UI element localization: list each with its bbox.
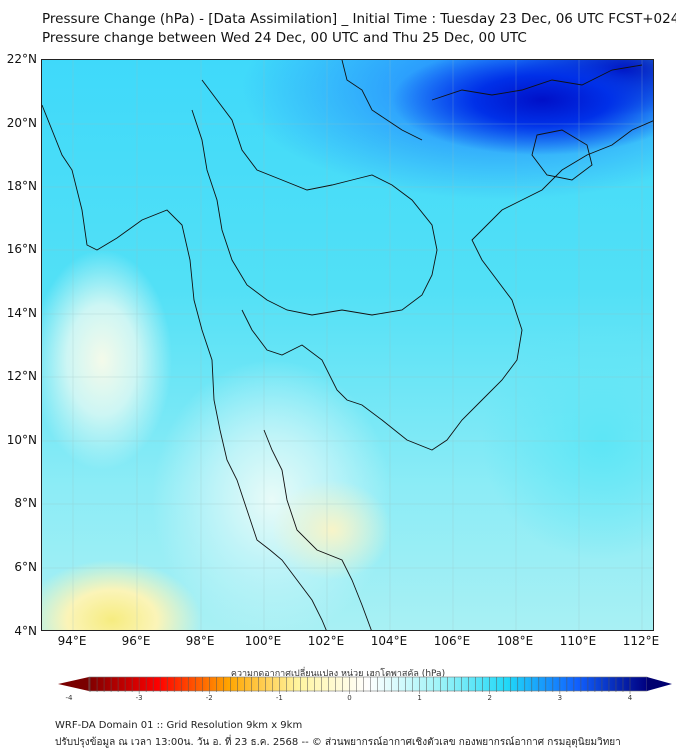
map-overlay: [42, 60, 653, 630]
footer-model-info: WRF-DA Domain 01 :: Grid Resolution 9km …: [55, 720, 303, 731]
lat-label: 12°N: [6, 369, 37, 383]
lon-label: 96°E: [121, 634, 151, 648]
colorbar-tick-label: -2: [205, 694, 213, 702]
gridlines: [42, 60, 653, 630]
colorbar: [58, 676, 672, 694]
colorbar-bar: [88, 676, 648, 692]
lon-label: 100°E: [244, 634, 282, 648]
lat-label: 18°N: [6, 179, 37, 193]
lat-label: 14°N: [6, 306, 37, 320]
colorbar-tick-label: -4: [65, 694, 73, 702]
colorbar-tick-label: 2: [487, 694, 492, 702]
lat-label: 10°N: [6, 433, 37, 447]
lon-label: 108°E: [496, 634, 534, 648]
chart-subtitle: Pressure change between Wed 24 Dec, 00 U…: [42, 30, 527, 46]
lon-label: 104°E: [370, 634, 408, 648]
lon-label: 106°E: [433, 634, 471, 648]
lon-label: 110°E: [559, 634, 597, 648]
lon-label: 112°E: [622, 634, 660, 648]
lat-label: 22°N: [6, 52, 37, 66]
lat-label: 20°N: [6, 116, 37, 130]
colorbar-tick-label: 1: [417, 694, 422, 702]
lon-label: 98°E: [185, 634, 215, 648]
colorbar-title: ความกดอากาศเปลี่ยนแปลง หน่วย เฮกโตพาสคัล…: [230, 669, 446, 679]
footer-credit: ปรับปรุงข้อมูล ณ เวลา 13:00น. วัน อ. ที่…: [55, 737, 621, 748]
lat-label: 6°N: [14, 560, 37, 574]
coastlines-and-borders: [42, 60, 653, 630]
colorbar-tick-label: -1: [275, 694, 283, 702]
chart-title: Pressure Change (hPa) - [Data Assimilati…: [42, 11, 676, 27]
colorbar-tick-label: 4: [627, 694, 633, 702]
colorbar-tick-label: 3: [557, 694, 563, 702]
colorbar-min-arrow: [58, 677, 89, 691]
lat-label: 8°N: [14, 496, 37, 510]
colorbar-tick-label: 0: [347, 694, 352, 702]
colorbar-tick-label: -3: [135, 694, 143, 702]
lon-label: 94°E: [57, 634, 87, 648]
lon-label: 102°E: [307, 634, 345, 648]
pressure-change-map: [41, 59, 654, 631]
colorbar-max-arrow: [647, 677, 672, 691]
lat-label: 4°N: [14, 624, 37, 638]
lat-label: 16°N: [6, 242, 37, 256]
